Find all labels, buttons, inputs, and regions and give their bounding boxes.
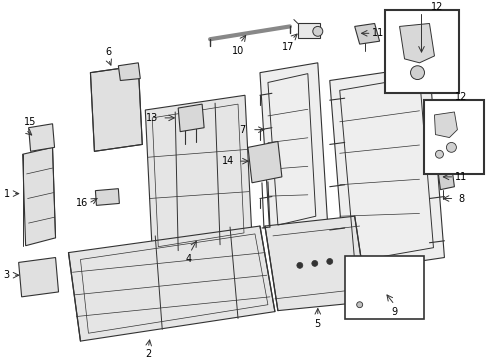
Polygon shape — [69, 226, 275, 341]
Polygon shape — [23, 147, 55, 246]
Text: 9: 9 — [392, 307, 398, 316]
Text: 2: 2 — [145, 349, 151, 359]
Polygon shape — [399, 23, 435, 63]
Text: 12: 12 — [431, 2, 443, 12]
Polygon shape — [145, 95, 252, 253]
Text: 13: 13 — [146, 113, 158, 123]
Polygon shape — [355, 23, 380, 44]
Polygon shape — [119, 63, 140, 81]
Bar — [345, 256, 424, 319]
Polygon shape — [330, 66, 444, 272]
Bar — [424, 100, 484, 174]
Text: 1: 1 — [3, 189, 10, 199]
Polygon shape — [438, 164, 454, 190]
Text: 14: 14 — [222, 156, 234, 166]
Circle shape — [436, 150, 443, 158]
Polygon shape — [91, 66, 142, 151]
Text: 3: 3 — [3, 270, 10, 280]
Bar — [298, 23, 320, 38]
Text: 17: 17 — [282, 42, 294, 52]
Text: 5: 5 — [315, 319, 321, 329]
Circle shape — [297, 262, 303, 268]
Polygon shape — [96, 189, 120, 206]
Circle shape — [327, 258, 333, 264]
Polygon shape — [260, 63, 328, 236]
Polygon shape — [28, 124, 54, 151]
Polygon shape — [19, 257, 58, 297]
Text: 16: 16 — [76, 198, 89, 208]
Circle shape — [312, 261, 318, 266]
Text: 6: 6 — [105, 47, 111, 57]
Text: 10: 10 — [232, 46, 244, 56]
Text: 11: 11 — [371, 28, 384, 38]
Circle shape — [313, 26, 323, 36]
Circle shape — [411, 66, 424, 80]
Circle shape — [446, 143, 456, 152]
Polygon shape — [265, 216, 368, 311]
Circle shape — [357, 302, 363, 308]
Polygon shape — [178, 104, 204, 132]
Polygon shape — [435, 112, 457, 138]
Text: 8: 8 — [458, 194, 465, 203]
Text: 15: 15 — [24, 117, 37, 127]
Text: 12: 12 — [455, 92, 467, 102]
Polygon shape — [248, 141, 282, 183]
Text: 7: 7 — [239, 125, 245, 135]
Text: 11: 11 — [455, 172, 467, 182]
Text: 4: 4 — [185, 255, 191, 265]
Bar — [385, 10, 460, 93]
